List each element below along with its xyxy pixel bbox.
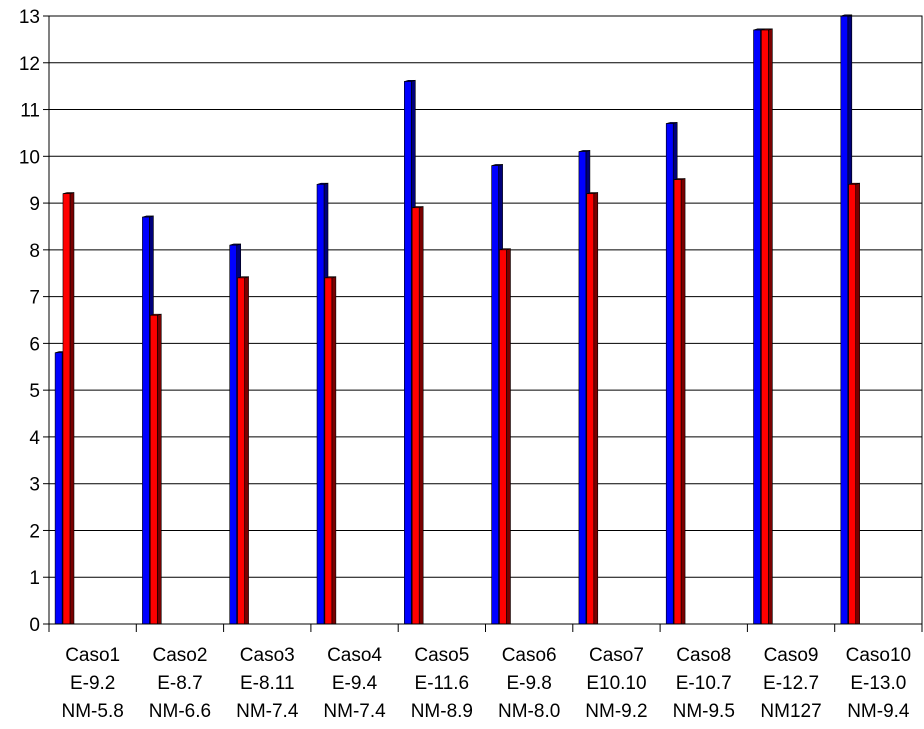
x-axis-labels: Caso1 E-9.2 NM-5.8 Caso2 E-8.7 NM-6.6 Caso3 E-8… bbox=[62, 645, 912, 722]
bar-side bbox=[593, 192, 599, 625]
y-tick-label: 13 bbox=[19, 7, 40, 28]
x-category-label: E-13.0 bbox=[850, 673, 906, 694]
x-category-label: E-8.11 bbox=[240, 673, 295, 694]
x-category-label: NM-8.9 bbox=[411, 701, 473, 722]
bar bbox=[324, 277, 333, 625]
x-category-label: Caso8 bbox=[676, 645, 731, 666]
bar bbox=[62, 193, 71, 625]
x-category-label: Caso7 bbox=[589, 645, 644, 666]
x-category-label: NM127 bbox=[760, 701, 821, 722]
y-tick-label: 6 bbox=[29, 334, 40, 355]
bar bbox=[499, 249, 507, 625]
y-tick-label: 11 bbox=[20, 101, 40, 122]
y-tick-label: 2 bbox=[29, 521, 40, 542]
bar bbox=[142, 216, 150, 625]
y-tick-label: 10 bbox=[19, 147, 40, 168]
y-tick-label: 4 bbox=[29, 428, 40, 449]
x-category-label: NM-6.6 bbox=[149, 701, 211, 722]
x-category-label: E-9.4 bbox=[332, 673, 378, 694]
x-category-label: NM-9.4 bbox=[847, 701, 910, 722]
y-tick-label: 0 bbox=[29, 615, 40, 636]
y-tick-label: 12 bbox=[19, 54, 40, 75]
bar-side bbox=[244, 276, 249, 625]
bar-side bbox=[331, 276, 337, 625]
y-tick-label: 7 bbox=[29, 288, 40, 309]
bar bbox=[761, 29, 769, 625]
axes bbox=[48, 15, 923, 632]
x-category-label: E-9.2 bbox=[70, 673, 115, 694]
bar bbox=[149, 315, 158, 625]
x-category-label: E-12.7 bbox=[763, 673, 819, 694]
x-category-label: NM-9.2 bbox=[585, 701, 647, 722]
bar bbox=[491, 165, 499, 625]
x-category-label: Caso9 bbox=[764, 645, 819, 666]
x-category-label: Caso6 bbox=[502, 645, 557, 666]
x-category-label: Caso1 bbox=[65, 645, 120, 666]
x-category-label: Caso2 bbox=[152, 645, 207, 666]
x-category-label: E-9.8 bbox=[506, 673, 551, 694]
x-category-label: NM-7.4 bbox=[323, 701, 386, 722]
bar bbox=[673, 179, 682, 625]
x-category-label: Caso10 bbox=[846, 645, 912, 666]
x-category-label: E10.10 bbox=[586, 673, 646, 694]
x-category-label: E-8.7 bbox=[157, 673, 202, 694]
bar-side bbox=[768, 28, 773, 625]
bar bbox=[753, 29, 761, 625]
y-tick-label: 3 bbox=[29, 475, 40, 496]
y-tick-label: 5 bbox=[29, 381, 40, 402]
bar bbox=[665, 123, 674, 625]
bar bbox=[411, 207, 420, 625]
y-tick-label: 1 bbox=[29, 568, 40, 589]
x-category-label: Caso4 bbox=[327, 645, 382, 666]
x-category-label: E-10.7 bbox=[676, 673, 732, 694]
bar bbox=[586, 193, 595, 625]
x-category-label: NM-8.0 bbox=[498, 701, 560, 722]
bar bbox=[404, 81, 412, 625]
bar bbox=[54, 352, 63, 625]
x-category-label: NM-9.5 bbox=[673, 701, 735, 722]
bar-side bbox=[680, 178, 686, 625]
bar bbox=[578, 151, 587, 625]
bar-side bbox=[855, 182, 860, 625]
y-tick-label: 8 bbox=[29, 241, 40, 262]
bar-side bbox=[69, 192, 75, 625]
bar bbox=[840, 15, 849, 625]
x-category-label: NM-7.4 bbox=[236, 701, 299, 722]
bar bbox=[229, 244, 238, 625]
bar-side bbox=[506, 248, 511, 625]
bar-side bbox=[156, 313, 162, 625]
x-category-label: Caso3 bbox=[240, 645, 295, 666]
x-category-label: E-11.6 bbox=[415, 673, 470, 694]
bar-side bbox=[418, 206, 424, 625]
gridlines bbox=[49, 15, 922, 578]
plot-frame bbox=[48, 15, 923, 625]
y-tick-label: 9 bbox=[29, 194, 40, 215]
x-category-label: NM-5.8 bbox=[62, 701, 124, 722]
bar bbox=[237, 277, 245, 625]
bar bbox=[848, 184, 856, 625]
bar bbox=[316, 184, 325, 625]
bars bbox=[54, 14, 860, 625]
x-category-label: Caso5 bbox=[414, 645, 469, 666]
